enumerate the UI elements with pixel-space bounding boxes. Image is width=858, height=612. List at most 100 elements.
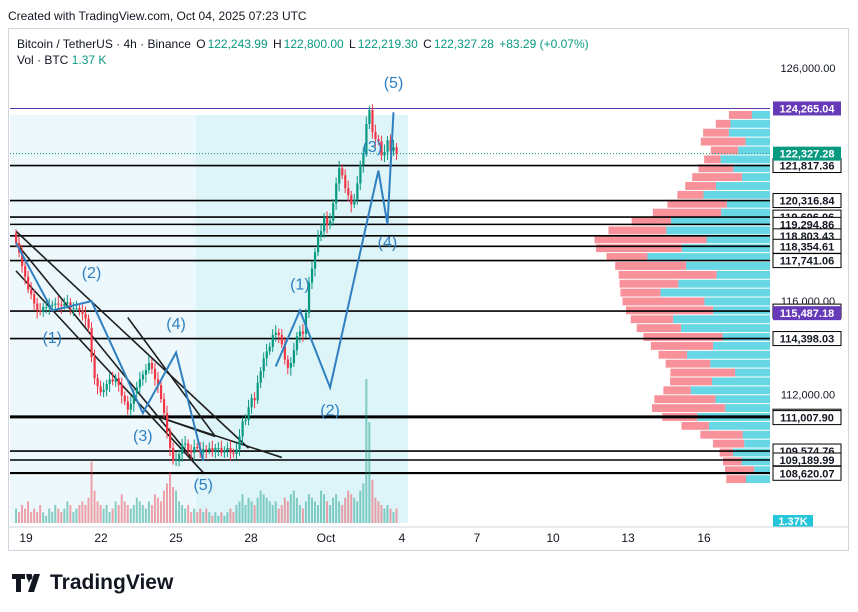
volume-profile-sell-bar (681, 421, 709, 430)
volume-profile-sell-bar (658, 350, 688, 359)
volume-profile-buy-bar (704, 297, 770, 306)
volume-profile-buy-bar (745, 137, 770, 146)
volume-bar (265, 497, 268, 523)
volume-bar (60, 512, 63, 523)
candle-body (141, 374, 145, 380)
candle-body (190, 450, 193, 453)
last-price-label: 122,327.28 (779, 149, 834, 161)
wave-label: (2) (82, 265, 102, 282)
volume-bar (383, 508, 386, 523)
volume-bar (123, 501, 126, 523)
candle-body (241, 421, 244, 437)
volume-profile-sell-bar (685, 182, 717, 190)
time-axis-tick: 28 (244, 531, 258, 545)
candle-body (96, 378, 99, 387)
volume-bar (153, 494, 156, 523)
volume-bar (57, 508, 60, 523)
volume-bar (199, 508, 202, 523)
volume-bar (126, 505, 129, 523)
volume-bar (262, 494, 265, 523)
candle-body (181, 444, 184, 454)
candle-body (81, 310, 84, 315)
volume-profile-buy-bar (754, 466, 770, 475)
price-axis-tick: 112,000.00 (781, 389, 835, 401)
trend-line (160, 417, 283, 459)
volume-profile-sell-bar (670, 377, 713, 386)
candle-body (220, 448, 223, 453)
candle-body (329, 220, 332, 226)
candle-body (292, 350, 296, 363)
low-label: L (349, 37, 356, 51)
wave-label: (3) (363, 139, 383, 156)
volume-bar (253, 505, 256, 523)
volume-bar (217, 515, 220, 523)
candle-body (253, 397, 256, 401)
candle-body (259, 371, 262, 383)
volume-bar (377, 501, 380, 523)
change-value: +83.29 (+0.07%) (499, 37, 589, 51)
time-axis-tick: 19 (19, 531, 33, 545)
wave-label: (4) (378, 235, 398, 252)
volume-profile-buy-bar (738, 146, 770, 155)
volume-bar (338, 501, 341, 523)
time-axis-tick: 4 (399, 531, 406, 545)
volume-bar (344, 497, 347, 523)
volume-profile-buy-bar (720, 155, 770, 164)
volume-bar (111, 508, 114, 523)
volume-profile-buy-bar (706, 235, 770, 244)
volume-bar (289, 494, 292, 523)
volume-tag (773, 515, 813, 527)
candle-body (341, 168, 344, 176)
volume-bar (18, 512, 21, 523)
candle-body (383, 151, 386, 156)
trend-line (127, 317, 216, 437)
volume-profile-buy-bar (673, 315, 770, 324)
candle-body (332, 203, 335, 221)
volume-bar (181, 505, 184, 523)
candle-body (323, 217, 326, 232)
volume-bar (259, 490, 262, 523)
volume-bar (292, 490, 295, 523)
volume-bar (87, 497, 90, 523)
wave-label: (1) (42, 330, 62, 347)
volume-profile-buy-bar (681, 244, 770, 253)
candle-body (320, 231, 323, 236)
time-axis-tick: 13 (621, 531, 635, 545)
candle-body (147, 362, 151, 370)
volume-bar (24, 508, 27, 523)
candle-body (93, 357, 96, 379)
volume-bar (21, 505, 24, 523)
candle-body (33, 294, 36, 304)
candle-body (280, 335, 283, 345)
candle-body (90, 328, 93, 358)
volume-profile-sell-bar (677, 190, 704, 199)
symbol-name[interactable]: Bitcoin / TetherUS · 4h · Binance (17, 37, 191, 51)
volume-bar (48, 508, 51, 523)
level-price-tag (772, 465, 842, 481)
volume-bar (247, 497, 250, 523)
candle-body (347, 188, 350, 196)
wave-label: (1) (290, 277, 310, 294)
created-with-header: Created with TradingView.com, Oct 04, 20… (8, 9, 307, 23)
volume-bar (156, 497, 159, 523)
candle-body (84, 314, 87, 319)
volume-bar (205, 508, 208, 523)
candle-body (350, 195, 353, 205)
volume-bar (326, 501, 329, 523)
candle-body (353, 199, 356, 205)
volume-bar (132, 505, 135, 523)
volume-bar (395, 508, 398, 523)
candle-body (196, 446, 199, 449)
volume-profile-buy-bar (666, 226, 770, 235)
volume-bar (202, 512, 205, 523)
volume-bar (45, 515, 48, 523)
time-axis-tick: 25 (169, 531, 183, 545)
candle-body (208, 448, 211, 451)
ath-price-tag (773, 101, 841, 116)
level-price-label: 109,189.99 (779, 455, 834, 467)
candle-body (211, 448, 214, 452)
volume-bar (389, 508, 392, 523)
volume-bar (36, 512, 39, 523)
volume-profile-sell-bar (652, 208, 722, 217)
